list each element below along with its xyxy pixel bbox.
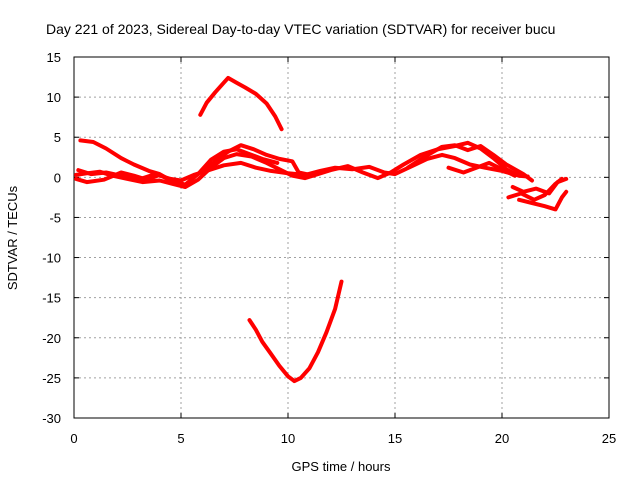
plot-frame [73, 56, 610, 419]
series-track-E [200, 143, 316, 178]
chart-title: Day 221 of 2023, Sidereal Day-to-day VTE… [46, 21, 555, 37]
x-tick-label: 0 [70, 431, 77, 446]
y-tick-label: -5 [49, 210, 61, 225]
x-tick-label: 15 [388, 431, 402, 446]
grid [74, 57, 609, 418]
series-group [74, 75, 569, 384]
x-tick-label: 10 [281, 431, 295, 446]
axis-ticks: 0 5 10 15 20 25 -30 -25 -20 -15 -10 -5 0 5 10 15 [42, 50, 616, 446]
y-tick-label: 15 [47, 50, 61, 65]
x-axis-label: GPS time / hours [292, 459, 391, 474]
y-tick-label: -15 [42, 291, 61, 306]
x-tick-label: 5 [177, 431, 184, 446]
series-track-G [446, 160, 517, 178]
x-tick-label: 20 [495, 431, 509, 446]
y-tick-label: -10 [42, 251, 61, 266]
series-track-J [517, 189, 569, 212]
y-tick-label: 10 [47, 90, 61, 105]
series-track-F [405, 143, 534, 183]
y-axis-label: SDTVAR / TECUs [5, 185, 20, 290]
series-arc-upper [198, 75, 284, 132]
series-track-I [510, 176, 569, 196]
x-tick-label: 25 [602, 431, 616, 446]
y-tick-label: 0 [54, 170, 61, 185]
series-arc-lower [247, 279, 344, 384]
series-track-D [78, 138, 186, 188]
y-tick-label: -30 [42, 411, 61, 426]
y-tick-label: -25 [42, 371, 61, 386]
y-tick-label: 5 [54, 130, 61, 145]
y-tick-label: -20 [42, 331, 61, 346]
